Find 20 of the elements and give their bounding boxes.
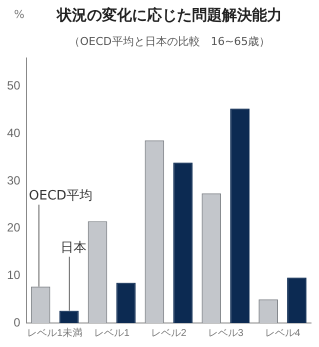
chart-title: 状況の変化に応じた問題解決能力 bbox=[57, 6, 282, 24]
y-tick-label: 30 bbox=[6, 173, 21, 188]
x-tick-label: レベル1 bbox=[94, 328, 130, 339]
x-tick-label: レベル3 bbox=[208, 328, 244, 339]
x-tick-label: レベル1未満 bbox=[27, 326, 83, 339]
bar bbox=[116, 282, 136, 323]
chart-subtitle: （OECD平均と日本の比較 16~65歳） bbox=[68, 34, 271, 49]
x-tick-label: レベル2 bbox=[150, 328, 187, 339]
y-axis-title: % bbox=[14, 8, 24, 21]
y-tick-label: 50 bbox=[6, 78, 21, 93]
series-label: OECD平均 bbox=[28, 188, 92, 204]
x-tick-label: レベル4 bbox=[264, 328, 301, 339]
y-tick-label: 40 bbox=[6, 126, 21, 140]
bar bbox=[173, 162, 193, 323]
bar bbox=[287, 278, 306, 323]
y-tick-label: 10 bbox=[6, 268, 21, 282]
text: 日本 bbox=[60, 240, 86, 256]
y-tick-label: 0 bbox=[14, 315, 21, 330]
bar bbox=[230, 108, 250, 323]
y-tick-label: 20 bbox=[6, 220, 21, 235]
